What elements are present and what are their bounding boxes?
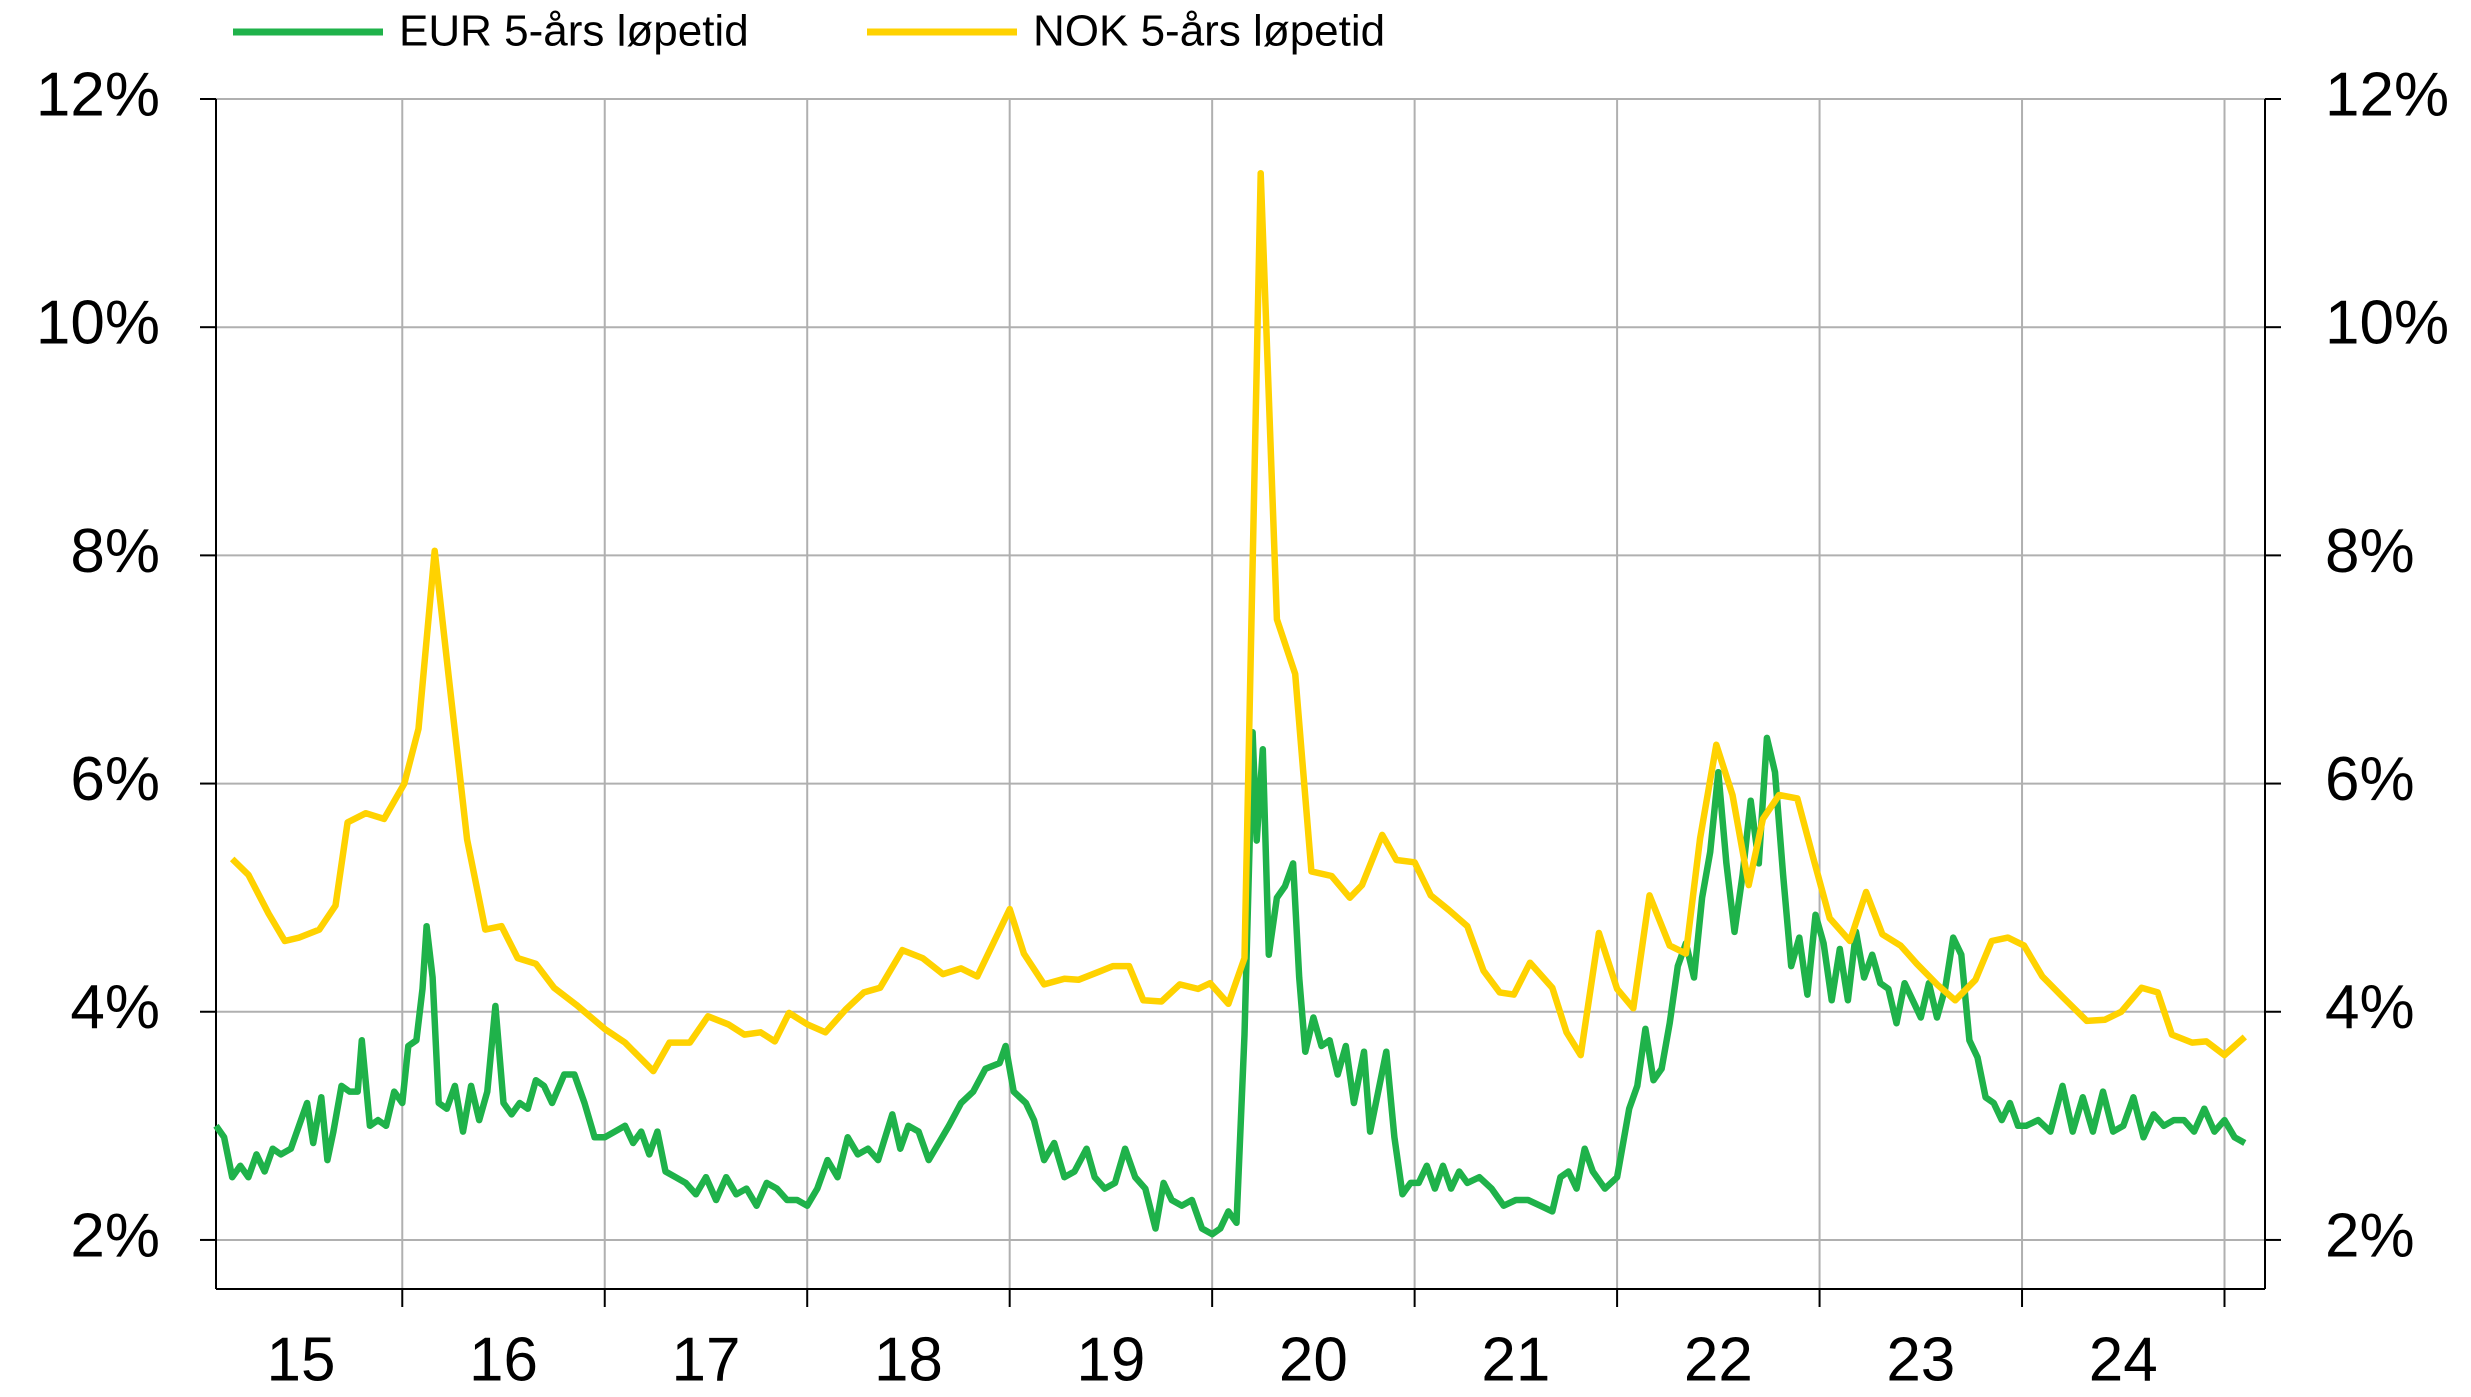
x-tick-label: 17 (671, 1325, 740, 1394)
y-tick-label: 8% (70, 517, 160, 586)
y2-tick-label: 10% (2325, 289, 2449, 358)
x-tick-label: 18 (874, 1325, 943, 1394)
x-tick-label: 23 (1886, 1325, 1955, 1394)
y2-tick-label: 12% (2325, 60, 2449, 129)
y-tick-label: 12% (36, 60, 160, 129)
legend-label: EUR 5-års løpetid (399, 7, 749, 56)
y-tick-label: 4% (70, 973, 160, 1042)
data-line (213, 728, 2247, 1238)
y2-tick-label: 4% (2325, 973, 2415, 1042)
legend-label: NOK 5-års løpetid (1033, 7, 1385, 56)
y-tick-label: 6% (70, 745, 160, 814)
data-line (229, 169, 2247, 1075)
x-tick-label: 20 (1279, 1325, 1348, 1394)
y-tick-label: 2% (70, 1201, 160, 1270)
y2-tick-label: 2% (2325, 1201, 2415, 1270)
x-tick-label: 15 (267, 1325, 336, 1394)
x-tick-label: 24 (2089, 1325, 2158, 1394)
y2-tick-label: 6% (2325, 745, 2415, 814)
y2-tick-label: 8% (2325, 517, 2415, 586)
x-tick-label: 19 (1076, 1325, 1145, 1394)
x-tick-label: 21 (1481, 1325, 1550, 1394)
x-tick-label: 22 (1684, 1325, 1753, 1394)
y-tick-label: 10% (36, 289, 160, 358)
x-tick-label: 16 (469, 1325, 538, 1394)
